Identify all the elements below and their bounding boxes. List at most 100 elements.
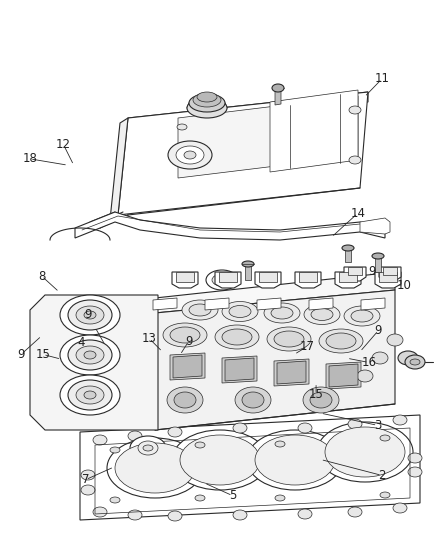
Ellipse shape — [310, 309, 332, 320]
Ellipse shape — [324, 427, 404, 477]
Polygon shape — [153, 298, 177, 310]
Ellipse shape — [189, 94, 225, 112]
Ellipse shape — [110, 447, 120, 453]
Ellipse shape — [263, 303, 299, 323]
Ellipse shape — [234, 387, 270, 413]
Ellipse shape — [318, 329, 362, 353]
Polygon shape — [328, 364, 357, 387]
Text: 5: 5 — [229, 489, 236, 502]
Ellipse shape — [379, 492, 389, 498]
Ellipse shape — [309, 392, 331, 408]
Ellipse shape — [170, 327, 200, 343]
Ellipse shape — [68, 300, 112, 330]
Polygon shape — [244, 264, 251, 280]
Ellipse shape — [343, 306, 379, 326]
Polygon shape — [343, 267, 365, 281]
Ellipse shape — [76, 306, 104, 324]
Ellipse shape — [347, 507, 361, 517]
Ellipse shape — [341, 245, 353, 251]
Polygon shape — [274, 89, 280, 105]
Polygon shape — [359, 218, 389, 234]
Ellipse shape — [143, 445, 153, 451]
Ellipse shape — [130, 436, 166, 460]
Ellipse shape — [350, 310, 372, 322]
Text: 9: 9 — [184, 335, 192, 348]
Ellipse shape — [182, 300, 218, 320]
Ellipse shape — [215, 325, 258, 349]
Ellipse shape — [84, 351, 96, 359]
Text: 18: 18 — [22, 152, 37, 165]
Ellipse shape — [187, 98, 226, 118]
Ellipse shape — [247, 430, 342, 490]
Ellipse shape — [348, 156, 360, 164]
Ellipse shape — [76, 346, 104, 364]
Ellipse shape — [93, 435, 107, 445]
Ellipse shape — [273, 331, 303, 347]
Ellipse shape — [347, 419, 361, 429]
Text: 8: 8 — [38, 270, 45, 282]
Text: 2: 2 — [377, 469, 385, 482]
Polygon shape — [170, 353, 205, 380]
Ellipse shape — [162, 323, 207, 347]
Ellipse shape — [138, 441, 158, 455]
Text: 9: 9 — [17, 348, 25, 361]
Ellipse shape — [81, 470, 95, 480]
Polygon shape — [128, 92, 367, 130]
Ellipse shape — [397, 351, 417, 365]
Polygon shape — [254, 272, 280, 288]
Ellipse shape — [302, 387, 338, 413]
Text: 10: 10 — [396, 279, 410, 292]
Polygon shape — [360, 298, 384, 310]
Ellipse shape — [241, 392, 263, 408]
Ellipse shape — [254, 435, 334, 485]
Text: 3: 3 — [373, 419, 380, 432]
Polygon shape — [378, 267, 400, 281]
Ellipse shape — [60, 295, 120, 335]
Text: 12: 12 — [56, 139, 71, 151]
Ellipse shape — [128, 431, 141, 441]
Ellipse shape — [184, 151, 195, 159]
Polygon shape — [155, 290, 394, 430]
Ellipse shape — [212, 274, 231, 286]
Ellipse shape — [407, 453, 421, 463]
Polygon shape — [215, 272, 240, 288]
Ellipse shape — [194, 442, 205, 448]
Polygon shape — [338, 272, 356, 282]
Text: 7: 7 — [81, 473, 89, 486]
Polygon shape — [173, 355, 201, 378]
Ellipse shape — [193, 93, 220, 107]
Ellipse shape — [386, 334, 402, 346]
Ellipse shape — [303, 304, 339, 325]
Ellipse shape — [115, 443, 194, 493]
Ellipse shape — [371, 352, 387, 364]
Polygon shape — [308, 298, 332, 310]
Text: 9: 9 — [367, 265, 375, 278]
Text: 9: 9 — [84, 308, 92, 321]
Ellipse shape — [177, 124, 187, 130]
Polygon shape — [177, 96, 357, 178]
Polygon shape — [30, 295, 158, 430]
Ellipse shape — [297, 423, 311, 433]
Ellipse shape — [107, 438, 202, 498]
Ellipse shape — [272, 84, 283, 92]
Ellipse shape — [76, 386, 104, 404]
Ellipse shape — [233, 510, 247, 520]
Ellipse shape — [233, 423, 247, 433]
Polygon shape — [325, 362, 360, 389]
Ellipse shape — [316, 422, 412, 482]
Polygon shape — [298, 272, 316, 282]
Polygon shape — [258, 272, 276, 282]
Ellipse shape — [68, 340, 112, 370]
Ellipse shape — [189, 304, 211, 316]
Polygon shape — [75, 212, 384, 240]
Ellipse shape — [409, 359, 419, 365]
Polygon shape — [176, 272, 194, 282]
Ellipse shape — [172, 430, 267, 490]
Polygon shape — [344, 248, 350, 262]
Polygon shape — [276, 361, 305, 384]
Ellipse shape — [168, 427, 182, 437]
Polygon shape — [172, 272, 198, 288]
Text: 11: 11 — [374, 72, 389, 85]
Ellipse shape — [266, 327, 310, 351]
Ellipse shape — [371, 253, 383, 259]
